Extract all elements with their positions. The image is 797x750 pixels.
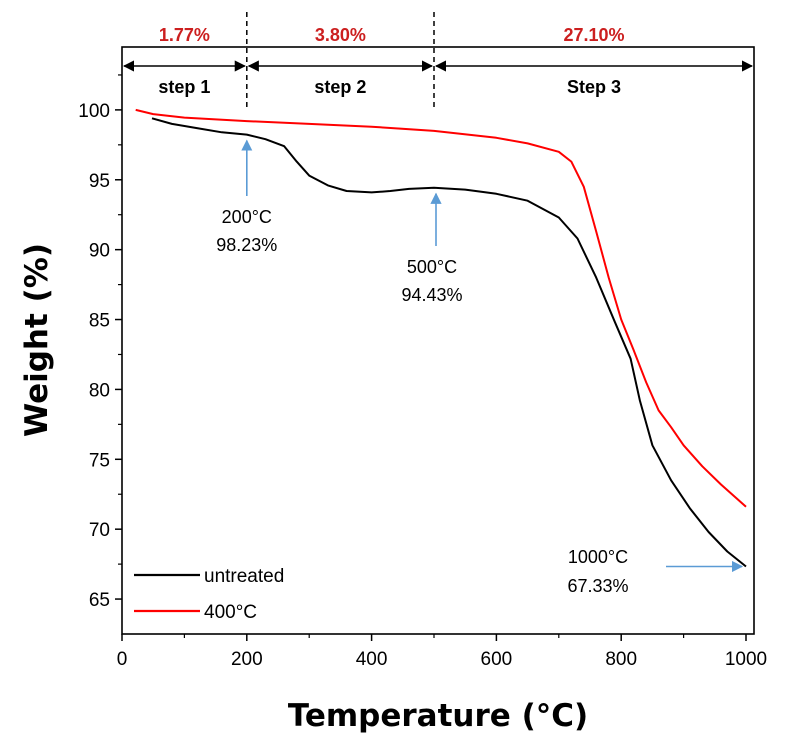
- y-tick-label-90: 90: [89, 241, 110, 262]
- legend: untreated 400°C: [134, 566, 284, 623]
- y-axis-tick-labels: 65 70 75 80 85 90 95 100: [78, 101, 110, 611]
- x-axis-tick-labels: 0 200 400 600 800 1000: [117, 649, 767, 670]
- legend-label-400c: 400°C: [204, 602, 257, 623]
- series-lines: [135, 108, 747, 568]
- x-tick-label-0: 0: [117, 649, 128, 670]
- x-tick-label-200: 200: [231, 649, 263, 670]
- annotation-temp-500c: 500°C: [407, 257, 457, 277]
- x-axis-title: Temperature (°C): [288, 698, 588, 734]
- point-annotations: 200°C 98.23% 500°C 94.43% 1000°C 67.33%: [216, 139, 744, 596]
- series-line-untreated: [151, 117, 747, 568]
- plot-frame: [121, 46, 755, 635]
- annotation-weight-500c: 94.43%: [401, 285, 462, 305]
- y-tick-label-95: 95: [89, 171, 110, 192]
- annotation-temp-1000c: 1000°C: [568, 547, 628, 567]
- step-label-3: Step 3: [567, 77, 621, 97]
- y-tick-label-75: 75: [89, 450, 110, 471]
- step-dividers: 1.77% step 1 3.80% step 2 27.10% Step 3: [122, 12, 754, 110]
- annotation-weight-1000c: 67.33%: [567, 576, 628, 596]
- legend-label-untreated: untreated: [204, 566, 284, 587]
- x-tick-label-600: 600: [481, 649, 513, 670]
- step-percent-1: 1.77%: [159, 25, 210, 45]
- step-percent-2: 3.80%: [315, 25, 366, 45]
- step-label-2: step 2: [314, 77, 366, 97]
- x-tick-label-1000: 1000: [725, 649, 767, 670]
- x-axis-ticks: [121, 634, 747, 641]
- annotation-weight-200c: 98.23%: [216, 235, 277, 255]
- y-tick-label-65: 65: [89, 590, 110, 611]
- y-axis-ticks: [115, 74, 122, 600]
- y-tick-label-70: 70: [89, 520, 110, 541]
- y-tick-label-85: 85: [89, 311, 110, 332]
- annotation-temp-200c: 200°C: [222, 207, 272, 227]
- step-percent-3: 27.10%: [563, 25, 624, 45]
- series-line-400c: [135, 108, 747, 508]
- y-tick-label-100: 100: [78, 101, 110, 122]
- x-tick-label-400: 400: [356, 649, 388, 670]
- y-axis-title: Weight (%): [19, 243, 55, 437]
- x-tick-label-800: 800: [605, 649, 637, 670]
- y-tick-label-80: 80: [89, 380, 110, 401]
- step-label-1: step 1: [158, 77, 210, 97]
